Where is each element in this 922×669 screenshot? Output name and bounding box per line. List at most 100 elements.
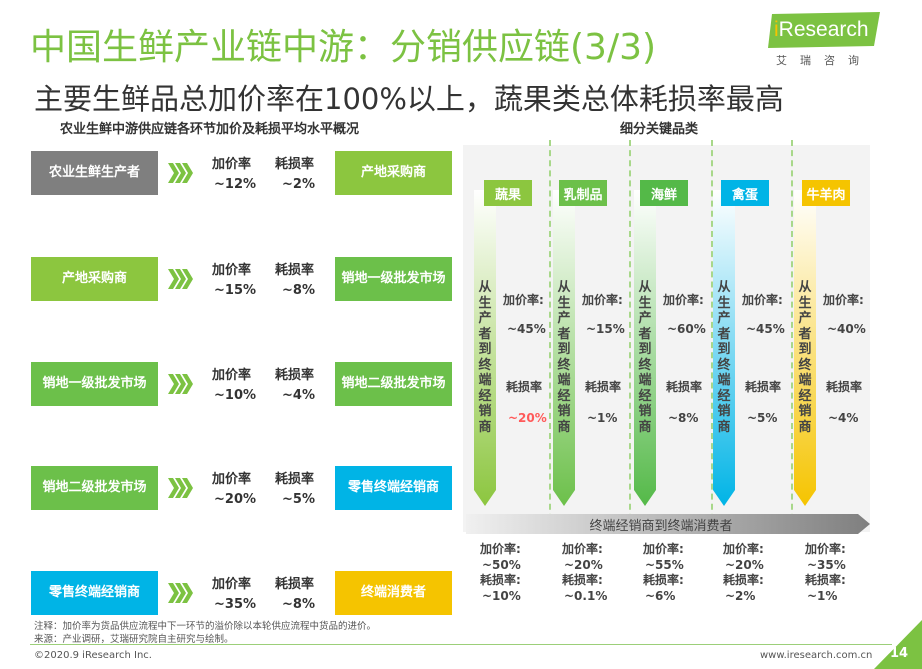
column-divider	[549, 140, 551, 530]
stage-to-box: 终端消费者	[335, 571, 452, 615]
chevron-right-icon	[168, 478, 193, 498]
iresearch-logo: iResearch 艾瑞咨询	[762, 12, 880, 67]
loss-value: ~4%	[282, 388, 315, 403]
category-loss-label: 耗损率	[506, 380, 543, 394]
category-flow-label: 从生产者到终端经销商	[557, 280, 571, 435]
category-flow-label: 从生产者到终端经销商	[478, 280, 492, 435]
category-badge: 乳制品	[559, 180, 607, 206]
consumer-loss-label: 耗损率:	[643, 573, 684, 587]
category-flow-arrow	[794, 190, 816, 506]
loss-value: ~8%	[282, 597, 315, 612]
consumer-loss-value: ~1%	[807, 588, 838, 603]
category-flow-arrow	[634, 190, 656, 506]
category-badge: 海鲜	[640, 180, 688, 206]
category-flow-label: 从生产者到终端经销商	[717, 280, 731, 435]
category-loss-value: ~4%	[828, 411, 859, 425]
category-loss-label: 耗损率	[745, 380, 782, 394]
category-loss-value: ~1%	[587, 411, 618, 425]
category-loss-value: ~20%	[508, 411, 547, 425]
category-flow-arrow	[474, 190, 496, 506]
category-badge: 禽蛋	[721, 180, 769, 206]
category-loss-value: ~8%	[668, 411, 699, 425]
markup-value: ~10%	[214, 388, 257, 403]
consumer-loss-value: ~2%	[725, 588, 756, 603]
consumer-loss-value: ~10%	[482, 588, 521, 603]
retail-arrow-label: 终端经销商到终端消费者	[589, 519, 733, 534]
loss-value: ~8%	[282, 283, 315, 298]
category-badge: 蔬果	[484, 180, 532, 206]
consumer-markup-value: ~35%	[807, 557, 846, 572]
stage-to-box: 零售终端经销商	[335, 466, 452, 510]
consumer-loss-value: ~6%	[645, 588, 676, 603]
chevron-right-icon	[168, 269, 193, 289]
markup-label: 加价率	[212, 263, 252, 278]
category-markup-value: ~45%	[507, 322, 546, 336]
markup-value: ~20%	[214, 492, 257, 507]
copyright: ©2020.9 iResearch Inc.	[34, 650, 152, 661]
markup-label: 加价率	[212, 577, 252, 592]
chevron-right-icon	[168, 583, 193, 603]
stage-from-box: 零售终端经销商	[31, 571, 158, 615]
consumer-markup-label: 加价率:	[805, 542, 846, 556]
category-flow-arrow	[713, 190, 735, 506]
category-markup-label: 加价率:	[503, 293, 544, 307]
note-text: 注释：加价率为货品供应流程中下一环节的溢价除以本轮供应流程中货品的进价。	[34, 621, 377, 632]
loss-value: ~2%	[282, 177, 315, 192]
stage-from-box: 产地采购商	[31, 257, 158, 301]
category-loss-label: 耗损率	[666, 380, 703, 394]
page-number: 14	[890, 646, 909, 661]
page-subtitle: 主要生鲜品总加价率在100%以上，蔬果类总体耗损率最高	[34, 82, 784, 116]
loss-label: 耗损率	[275, 157, 315, 172]
right-section-title: 细分关键品类	[620, 122, 699, 137]
column-divider	[629, 140, 631, 530]
consumer-markup-label: 加价率:	[562, 542, 603, 556]
source-text: 来源：产业调研，艾瑞研究院自主研究与绘制。	[34, 634, 234, 645]
category-loss-label: 耗损率	[826, 380, 863, 394]
category-flow-label: 从生产者到终端经销商	[638, 280, 652, 435]
category-markup-label: 加价率:	[582, 293, 623, 307]
category-markup-value: ~45%	[746, 322, 785, 336]
consumer-markup-value: ~50%	[482, 557, 521, 572]
left-section-title: 农业生鲜中游供应链各环节加价及耗损平均水平概况	[60, 122, 360, 137]
stage-to-box: 销地一级批发 市场	[335, 257, 452, 301]
consumer-markup-value: ~55%	[645, 557, 684, 572]
page-title: 中国生鲜产业链中游：分销供应链(3/3)	[30, 27, 657, 68]
category-markup-label: 加价率:	[742, 293, 783, 307]
markup-label: 加价率	[212, 157, 252, 172]
category-markup-value: ~40%	[827, 322, 866, 336]
consumer-loss-label: 耗损率:	[562, 573, 603, 587]
page-number-badge	[874, 620, 922, 669]
markup-label: 加价率	[212, 368, 252, 383]
consumer-markup-label: 加价率:	[723, 542, 764, 556]
category-loss-label: 耗损率	[585, 380, 622, 394]
loss-label: 耗损率	[275, 577, 315, 592]
stage-from-box: 销地一级批发 市场	[31, 362, 158, 406]
consumer-loss-label: 耗损率:	[480, 573, 521, 587]
stage-from-box: 销地二级批发 市场	[31, 466, 158, 510]
logo-banner	[768, 12, 880, 48]
markup-value: ~15%	[214, 283, 257, 298]
logo-subtext: 艾瑞咨询	[776, 54, 872, 67]
loss-value: ~5%	[282, 492, 315, 507]
stage-to-box: 销地二级批发 市场	[335, 362, 452, 406]
consumer-loss-value: ~0.1%	[564, 588, 608, 603]
retail-arrow	[466, 514, 870, 534]
category-flow-arrow	[553, 190, 575, 506]
markup-value: ~35%	[214, 597, 257, 612]
category-markup-label: 加价率:	[823, 293, 864, 307]
website-link[interactable]: www.iresearch.com.cn	[760, 650, 873, 661]
loss-label: 耗损率	[275, 263, 315, 278]
loss-label: 耗损率	[275, 472, 315, 487]
category-badge: 牛羊肉	[802, 180, 850, 206]
category-markup-value: ~60%	[667, 322, 706, 336]
consumer-markup-label: 加价率:	[643, 542, 684, 556]
stage-to-box: 产地采购商	[335, 151, 452, 195]
category-flow-label: 从生产者到终端经销商	[798, 280, 812, 435]
loss-label: 耗损率	[275, 368, 315, 383]
category-markup-value: ~15%	[586, 322, 625, 336]
consumer-loss-label: 耗损率:	[723, 573, 764, 587]
chevron-right-icon	[168, 163, 193, 183]
category-markup-label: 加价率:	[663, 293, 704, 307]
consumer-markup-label: 加价率:	[480, 542, 521, 556]
category-loss-value: ~5%	[747, 411, 778, 425]
